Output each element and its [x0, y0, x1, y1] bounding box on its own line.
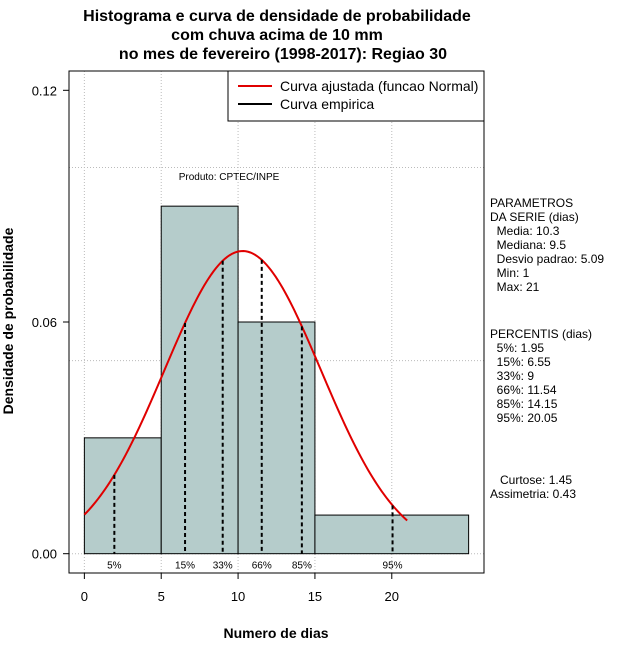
histogram-bars: [83, 205, 470, 555]
legend: Curva ajustada (funcao Normal) Curva emp…: [227, 70, 485, 122]
legend-label-empirical: Curva empirica: [280, 96, 374, 112]
title-line-1: Histograma e curva de densidade de proba…: [83, 8, 471, 25]
y-tick-label-0: 0.00: [32, 547, 57, 562]
stats-line-0: Curtose: 1.45: [490, 473, 572, 487]
title-line-2: com chuva acima de 10 mm: [171, 27, 383, 44]
x-tick-label-4: 20: [385, 589, 399, 604]
percentile-markers: 5% 15% 33% 66% 85% 95%: [107, 259, 403, 572]
stats-line-1: Assimetria: 0.43: [490, 487, 576, 501]
curves: [83, 250, 408, 522]
percentile-label-4: 85%: [292, 561, 312, 572]
percentis-line-2: 15%: 6.55: [490, 355, 551, 369]
percentis-line-6: 95%: 20.05: [490, 411, 558, 425]
percentis-line-3: 33%: 9: [490, 369, 534, 383]
y-tick-label-2: 0.12: [32, 83, 57, 98]
percentis-line-5: 85%: 14.15: [490, 397, 558, 411]
axes: 0 5 10 15 20 0.00 0.06 0.12: [32, 83, 399, 604]
legend-label-normal: Curva ajustada (funcao Normal): [280, 78, 478, 94]
title-line-3: no mes de fevereiro (1998-2017): Regiao …: [119, 46, 447, 63]
normal-curve-line: [83, 250, 408, 522]
percentile-label-1: 15%: [175, 561, 195, 572]
percentile-label-3: 66%: [252, 561, 272, 572]
params-line-0: PARAMETROS: [490, 196, 573, 210]
y-tick-label-1: 0.06: [32, 315, 57, 330]
percentile-label-5: 95%: [383, 561, 403, 572]
x-tick-label-2: 10: [231, 589, 245, 604]
y-axis-label: Densidade de probabilidade: [0, 227, 16, 414]
chart-title: Histograma e curva de densidade de proba…: [83, 8, 471, 63]
x-tick-label-3: 15: [308, 589, 322, 604]
params-line-1: DA SERIE (dias): [490, 210, 579, 224]
params-line-6: Max: 21: [490, 280, 540, 294]
histogram-bar-0: [83, 437, 162, 555]
x-tick-label-0: 0: [81, 589, 88, 604]
params-line-3: Mediana: 9.5: [490, 238, 566, 252]
params-line-4: Desvio padrao: 5.09: [490, 252, 604, 266]
x-tick-label-1: 5: [158, 589, 165, 604]
percentis-line-4: 66%: 11.54: [490, 383, 557, 397]
histogram-bar-2: [237, 321, 316, 555]
params-line-5: Min: 1: [490, 266, 530, 280]
percentis-line-0: PERCENTIS (dias): [490, 327, 592, 341]
credit-text: Produto: CPTEC/INPE: [179, 172, 280, 183]
histogram-bar-1: [160, 205, 239, 555]
percentile-label-0: 5%: [107, 561, 122, 572]
legend-box: [227, 70, 485, 122]
params-line-2: Media: 10.3: [490, 224, 560, 238]
x-axis-label: Numero de dias: [223, 625, 328, 641]
percentile-label-2: 33%: [213, 561, 233, 572]
percentis-line-1: 5%: 1.95: [490, 341, 544, 355]
